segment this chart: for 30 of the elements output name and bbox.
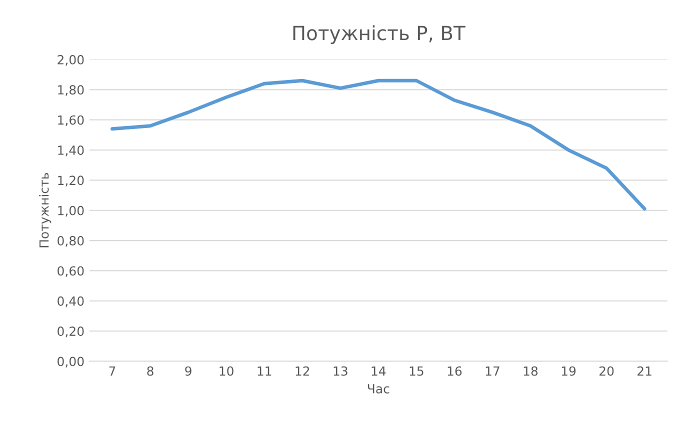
x-tick-label: 9	[185, 366, 192, 376]
y-axis-title: Потужність	[39, 173, 52, 248]
y-tick-label: 0,60	[58, 266, 84, 277]
x-tick-label: 13	[334, 366, 348, 376]
chart-title: Потужність P, ВТ	[293, 25, 466, 44]
x-tick-label: 19	[562, 366, 576, 376]
x-tick-label: 21	[638, 366, 652, 376]
y-tick-label: 1,80	[58, 85, 84, 96]
x-tick-label: 14	[372, 366, 386, 376]
x-tick-label: 17	[486, 366, 500, 376]
y-tick-label: 1,60	[58, 115, 84, 126]
y-tick-label: 1,20	[58, 176, 84, 186]
y-tick-label: 1,00	[58, 206, 84, 217]
x-tick-label: 16	[448, 366, 462, 376]
x-tick-label: 12	[296, 366, 310, 376]
y-tick-label: 0,00	[58, 356, 84, 368]
x-tick-label: 7	[109, 366, 116, 376]
y-tick-label: 1,40	[58, 145, 84, 156]
x-tick-label: 11	[258, 366, 272, 376]
x-axis-title: Час	[368, 384, 390, 394]
y-tick-label: 0,80	[58, 236, 84, 247]
line-series	[110, 78, 646, 211]
y-tick-label: 2,00	[58, 54, 84, 66]
y-tick-label: 0,40	[58, 296, 84, 308]
y-tick-label: 0,20	[58, 326, 84, 338]
x-tick-label: 18	[524, 366, 538, 376]
x-tick-label: 8	[147, 366, 154, 376]
x-tick-label: 10	[220, 366, 234, 376]
x-tick-label: 15	[410, 366, 424, 376]
x-tick-label: 20	[599, 366, 614, 376]
